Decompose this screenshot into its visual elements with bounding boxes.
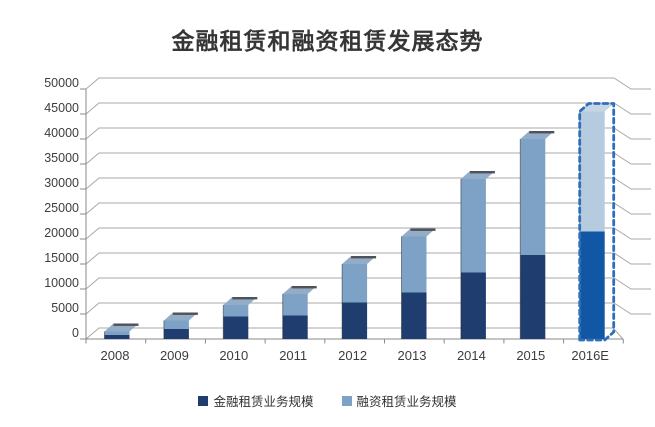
bar-2009: 2009: [160, 312, 198, 363]
gridline: [85, 202, 651, 215]
gridline: [85, 152, 651, 165]
legend-label: 融资租赁业务规模: [356, 395, 457, 409]
legend-item-2: 融资租赁业务规模: [341, 391, 457, 410]
y-axis-label: 25000: [44, 201, 79, 215]
bar-2010: 2010: [219, 297, 258, 363]
bar-top-cap: [172, 312, 198, 315]
y-axis-label: 5000: [51, 301, 79, 315]
y-axis-label: 50000: [44, 76, 79, 90]
gridline: [85, 127, 651, 140]
y-axis-label: 15000: [44, 251, 79, 265]
bar-segment-light: [223, 305, 249, 317]
gridline: [85, 227, 651, 240]
y-axis-label: 10000: [44, 276, 79, 290]
bar-segment-light: [104, 331, 130, 335]
gridline: [85, 177, 651, 190]
bar-segment-light: [401, 236, 427, 293]
chart-legend: 金融租赁业务规模 融资租赁业务规模: [0, 391, 655, 410]
bar-segment-dark: [579, 231, 605, 339]
x-axis-label: 2009: [160, 348, 189, 363]
estimate-dashed-outline: [578, 102, 616, 342]
x-axis-label: 2008: [101, 348, 130, 363]
gridline: [85, 102, 651, 115]
bar-segment-dark: [223, 316, 249, 339]
bar-top-cap: [351, 256, 377, 259]
y-axis-label: 0: [72, 326, 79, 340]
bar-top-cap: [113, 323, 139, 326]
bar-2015: 2015: [516, 131, 555, 363]
bar-segment-light: [520, 139, 546, 255]
bar-segment-light: [460, 179, 486, 273]
y-axis-label: 40000: [44, 126, 79, 140]
bar-2011: 2011: [279, 286, 317, 363]
bar-top-cap: [469, 171, 495, 174]
bar-2008: 2008: [101, 323, 139, 363]
bar-top-cap: [232, 297, 258, 300]
x-axis-label: 2013: [398, 348, 427, 363]
x-axis-label: 2012: [338, 348, 367, 363]
bar-segment-dark: [460, 272, 486, 339]
bar-segment-dark: [342, 302, 368, 339]
bar-top-cap: [291, 286, 317, 289]
y-axis-label: 45000: [44, 101, 79, 115]
bar-2016E: 2016E: [571, 102, 616, 363]
bar-2013: 2013: [398, 228, 436, 363]
legend-item-1: 金融租赁业务规模: [198, 391, 314, 410]
bar-segment-dark: [163, 329, 189, 339]
gridline: [85, 77, 651, 90]
legend-label: 金融租赁业务规模: [213, 395, 314, 409]
gridline: [85, 302, 651, 315]
bar-top-cap: [410, 228, 436, 231]
bar-segment-light: [342, 264, 368, 303]
bar-segment-dark: [401, 292, 427, 339]
bar-top-cap: [529, 131, 555, 134]
bar-segment-light: [579, 111, 605, 232]
bar-2012: 2012: [338, 256, 377, 363]
y-axis-label: 35000: [44, 151, 79, 165]
x-axis-label: 2016E: [571, 348, 609, 363]
gridline: [85, 277, 651, 290]
bar-segment-light: [163, 320, 189, 329]
bar-2014: 2014: [457, 171, 495, 363]
y-axis-label: 30000: [44, 176, 79, 190]
chart-title: 金融租赁和融资租赁发展态势: [171, 28, 484, 54]
x-axis-label: 2014: [457, 348, 486, 363]
legend-swatch: [341, 395, 352, 406]
x-axis-label: 2015: [516, 348, 545, 363]
bar-segment-light: [282, 294, 308, 316]
x-axis-label: 2010: [219, 348, 248, 363]
y-axis-label: 20000: [44, 226, 79, 240]
bar-segment-dark: [282, 315, 308, 339]
legend-swatch: [198, 395, 209, 406]
bar-segment-dark: [520, 255, 546, 339]
bar-segment-dark: [104, 335, 130, 339]
gridline: [85, 252, 651, 265]
chart-plot: 0 5000 10000 15000 20000 25000 30000 35000 40000…: [44, 76, 651, 363]
x-axis-label: 2011: [279, 348, 307, 363]
